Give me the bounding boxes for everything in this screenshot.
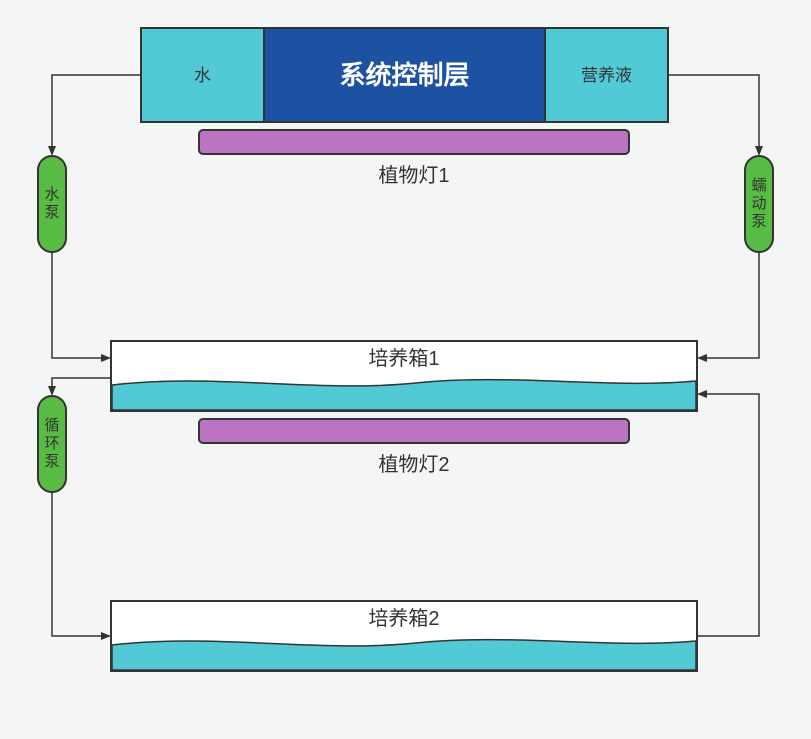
node-control-label: 系统控制层	[339, 60, 469, 90]
node-tank2: 培养箱2	[111, 601, 697, 671]
node-pump_circ: 循环泵	[38, 396, 66, 492]
node-nutrient-label: 营养液	[581, 66, 632, 85]
node-tank2-liquid	[112, 640, 696, 670]
node-tank1-label: 培养箱1	[368, 347, 439, 370]
node-lamp2-label: 植物灯2	[378, 453, 449, 476]
node-pump_peri-label: 蠕动泵	[751, 177, 766, 230]
node-pump_circ-label: 循环泵	[44, 417, 59, 470]
system-diagram: 水 系统控制层 营养液植物灯1 水泵 蠕动泵培养箱1 植物灯2 循环泵培养箱2	[0, 0, 811, 739]
node-water-label: 水	[194, 66, 211, 85]
node-nutrient: 营养液	[545, 28, 668, 122]
node-tank2-label: 培养箱2	[368, 607, 439, 630]
node-control: 系统控制层	[264, 28, 545, 122]
node-tank1: 培养箱1	[111, 341, 697, 411]
node-lamp1-label: 植物灯1	[378, 164, 449, 187]
node-water: 水	[141, 28, 264, 122]
node-pump_peri: 蠕动泵	[745, 156, 773, 252]
node-pump_water: 水泵	[38, 156, 66, 252]
node-tank1-liquid	[112, 380, 696, 410]
node-pump_water-label: 水泵	[44, 186, 59, 221]
